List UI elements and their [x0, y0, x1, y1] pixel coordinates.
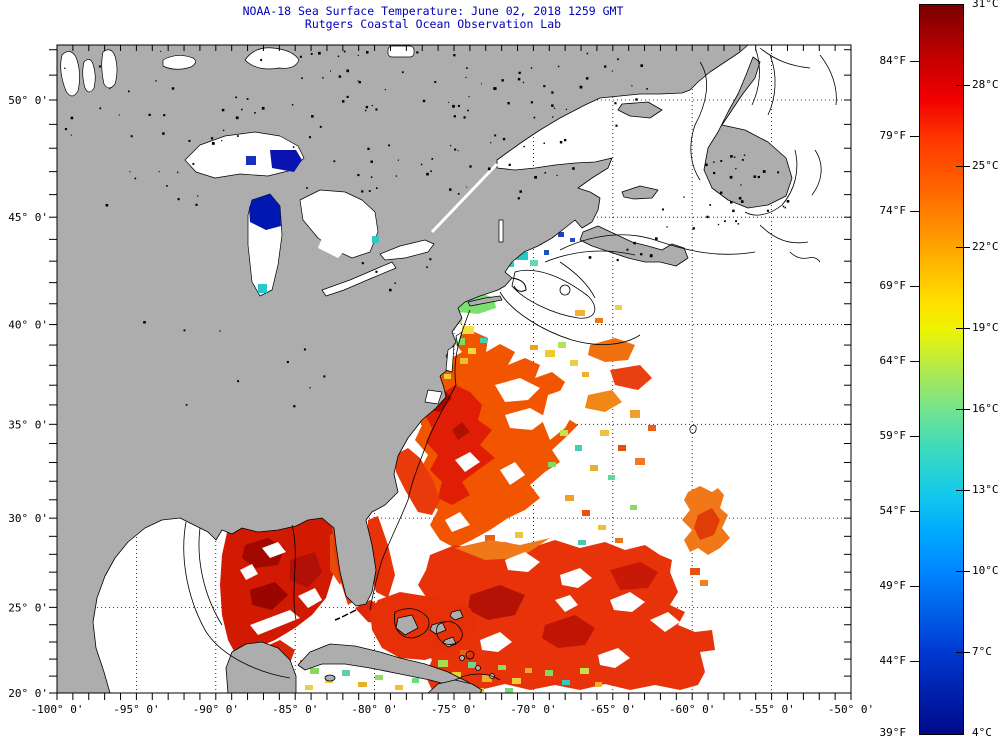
- colorbar-celsius-tick: [956, 490, 970, 491]
- colorbar-celsius-tick: [956, 247, 970, 248]
- colorbar-fahrenheit-label: 59°F: [879, 429, 907, 442]
- colorbar-celsius-tick: [956, 571, 970, 572]
- y-tick-label: 30° 0': [8, 512, 48, 525]
- x-tick-label: -60° 0': [669, 703, 715, 716]
- colorbar-celsius-label: 16°C: [972, 402, 999, 415]
- x-tick-label: -75° 0': [431, 703, 477, 716]
- y-tick-label: 35° 0': [8, 418, 48, 431]
- colorbar-fahrenheit-tick: [910, 436, 919, 437]
- colorbar-fahrenheit-label: 69°F: [879, 279, 907, 292]
- colorbar-celsius-label: 10°C: [972, 564, 999, 577]
- colorbar-fahrenheit-tick: [910, 136, 919, 137]
- y-tick-label: 20° 0': [8, 687, 48, 700]
- bathymetry-contours: [183, 47, 837, 681]
- colorbar-fahrenheit-tick: [910, 511, 919, 512]
- colorbar-fahrenheit-tick: [910, 361, 919, 362]
- lakes: [60, 45, 504, 405]
- colorbar-fahrenheit-label: 84°F: [879, 54, 907, 67]
- colorbar-celsius-label: 31°C: [972, 0, 999, 10]
- x-tick-label: -85° 0': [272, 703, 318, 716]
- temperature-colorbar: [919, 4, 964, 735]
- x-tick-label: -95° 0': [113, 703, 159, 716]
- map-title: NOAA-18 Sea Surface Temperature: June 02…: [243, 4, 624, 18]
- colorbar-fahrenheit-label: 49°F: [879, 579, 907, 592]
- colorbar-fahrenheit-tick: [910, 586, 919, 587]
- x-tick-label: -65° 0': [590, 703, 636, 716]
- colorbar-fahrenheit-tick: [910, 61, 919, 62]
- colorbar-celsius-tick: [956, 409, 970, 410]
- x-tick-label: -50° 0': [828, 703, 874, 716]
- colorbar-celsius-label: 28°C: [972, 78, 999, 91]
- colorbar-fahrenheit-tick: [910, 211, 919, 212]
- colorbar-celsius-tick: [956, 652, 970, 653]
- colorbar-celsius-label: 7°C: [972, 645, 992, 658]
- colorbar-fahrenheit-label: 74°F: [879, 204, 907, 217]
- colorbar-celsius-tick: [956, 328, 970, 329]
- colorbar-fahrenheit-label: 39°F: [879, 726, 907, 739]
- x-tick-label: -55° 0': [748, 703, 794, 716]
- colorbar-celsius-label: 22°C: [972, 240, 999, 253]
- colorbar-celsius-label: 19°C: [972, 321, 999, 334]
- x-tick-label: -80° 0': [351, 703, 397, 716]
- axes: -100° 0' -95° 0' -90° 0' -85° 0' -80° 0' -75°…: [8, 44, 874, 716]
- y-tick-label: 40° 0': [8, 319, 48, 332]
- x-tick-label: -70° 0': [510, 703, 556, 716]
- x-tick-label: -100° 0': [31, 703, 84, 716]
- colorbar-celsius-tick: [956, 166, 970, 167]
- colorbar-fahrenheit-label: 79°F: [879, 129, 907, 142]
- y-tick-label: 50° 0': [8, 94, 48, 107]
- colorbar-fahrenheit-label: 64°F: [879, 354, 907, 367]
- colorbar-celsius-label: 25°C: [972, 159, 999, 172]
- colorbar-celsius-tick: [956, 85, 970, 86]
- y-tick-label: 45° 0': [8, 211, 48, 224]
- map-subtitle: Rutgers Coastal Ocean Observation Lab: [305, 17, 561, 31]
- y-tick-label: 25° 0': [8, 601, 48, 614]
- small-lakes-dots: [64, 50, 790, 408]
- land-mass: [56, 44, 793, 694]
- colorbar-celsius-label: 13°C: [972, 483, 999, 496]
- colorbar-celsius-label: 4°C: [972, 726, 992, 739]
- colorbar-fahrenheit-tick: [910, 286, 919, 287]
- colorbar-fahrenheit-label: 54°F: [879, 504, 907, 517]
- colorbar-fahrenheit-label: 44°F: [879, 654, 907, 667]
- colorbar-fahrenheit-tick: [910, 661, 919, 662]
- x-tick-label: -90° 0': [193, 703, 239, 716]
